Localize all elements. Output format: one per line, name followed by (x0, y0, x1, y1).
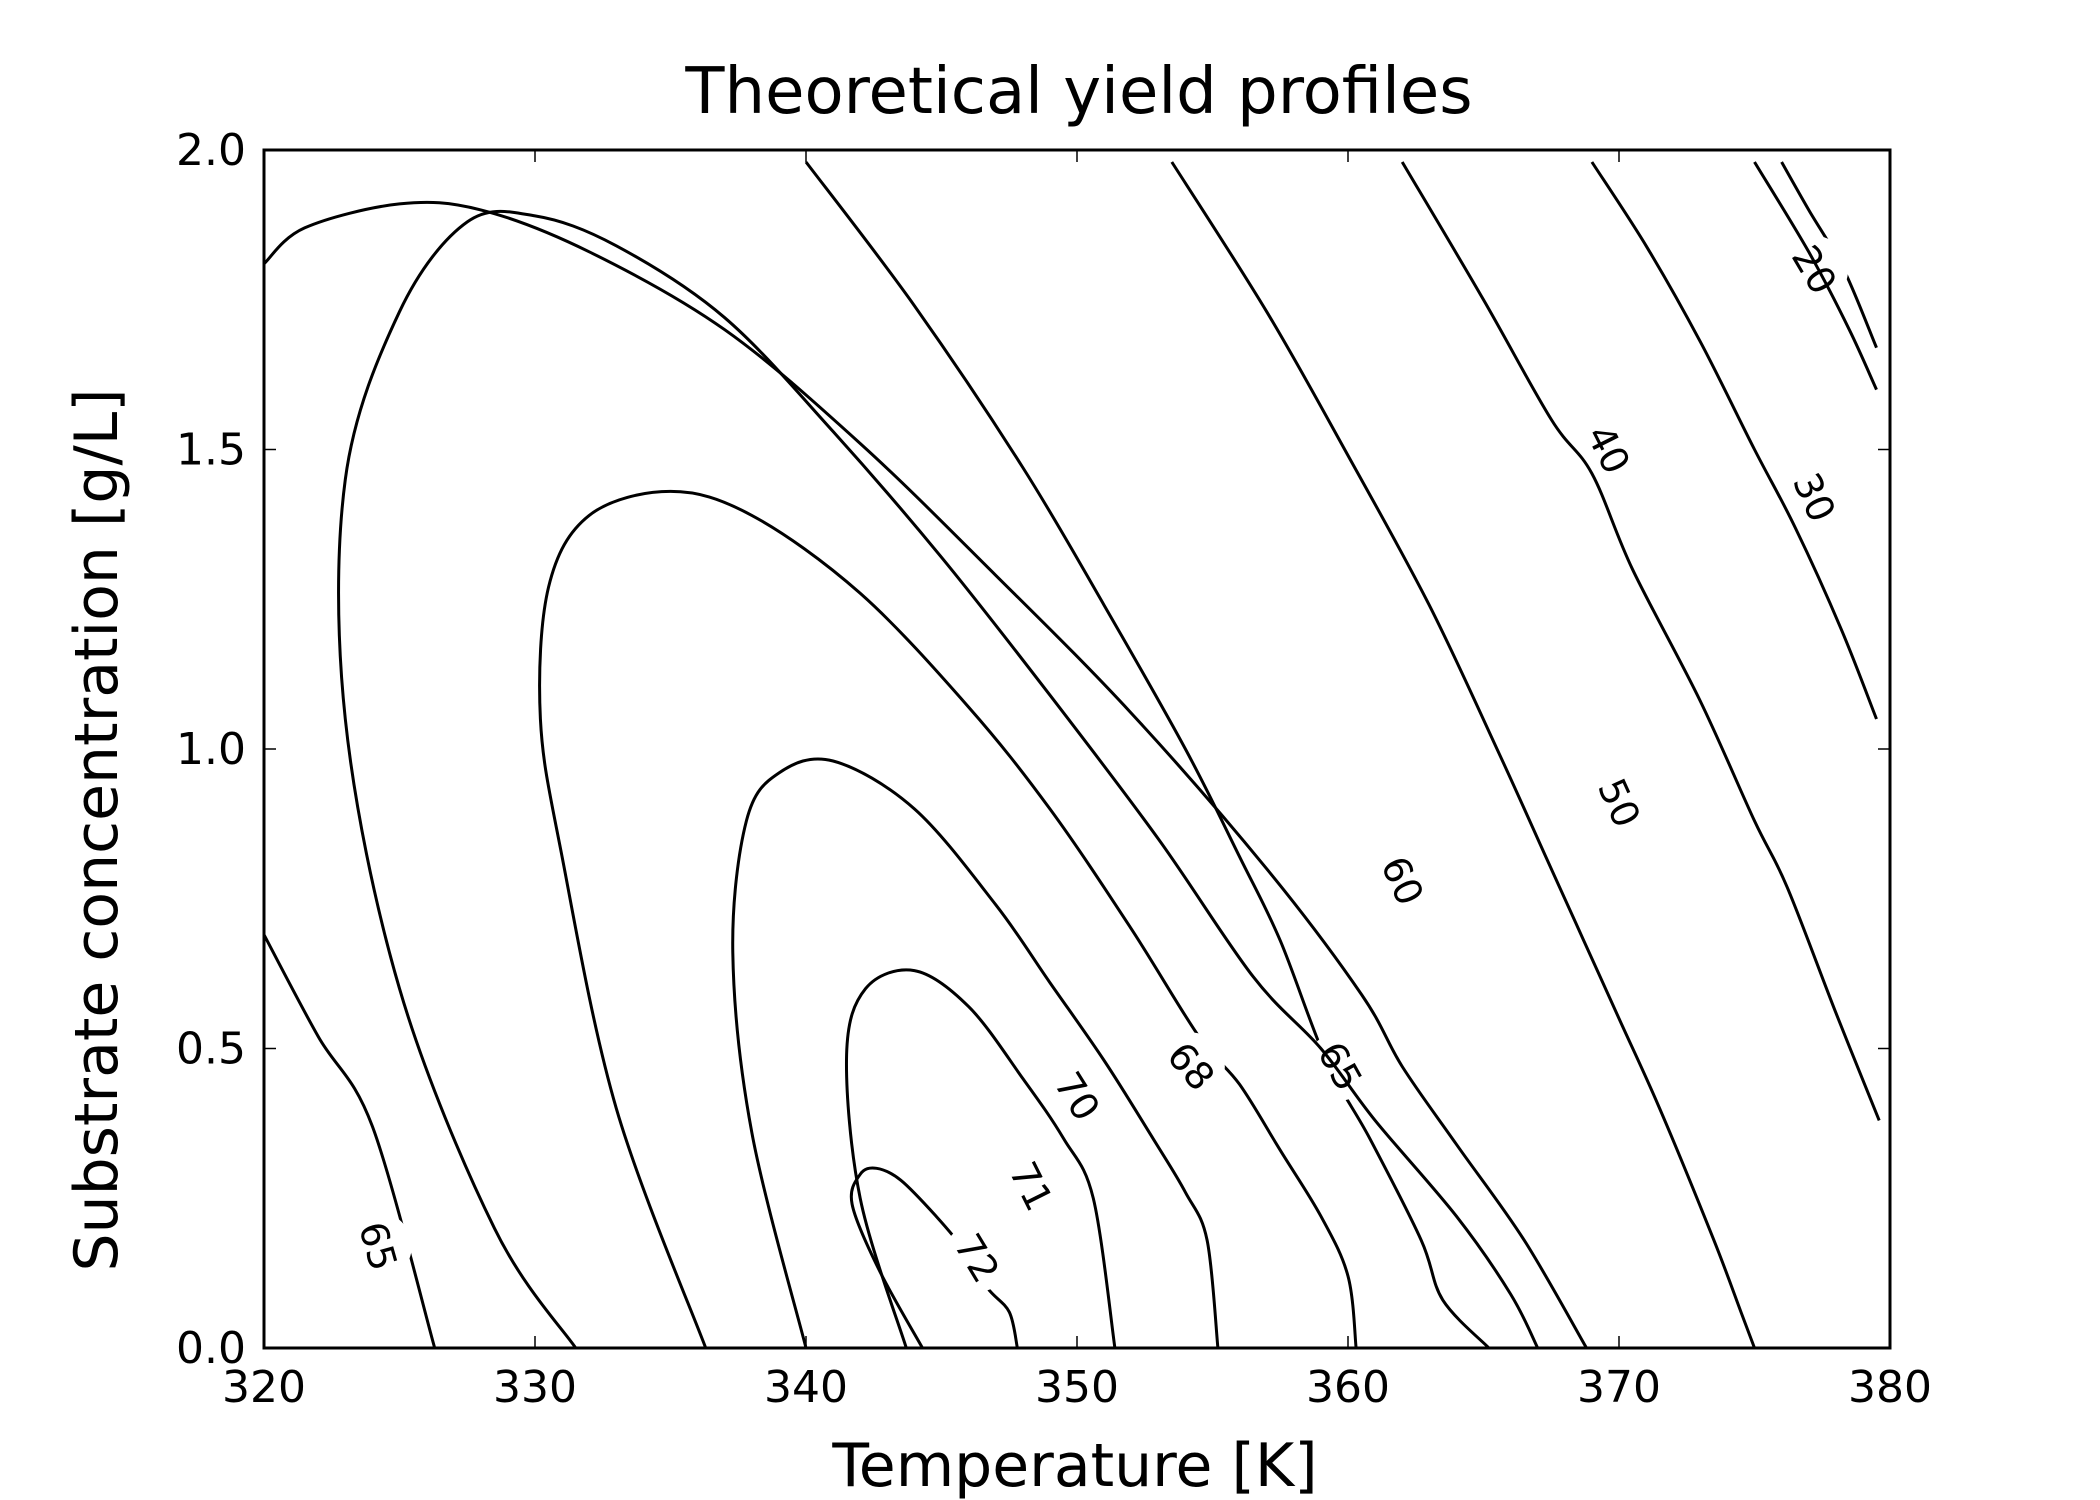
y-tick-label: 1.5 (176, 425, 246, 476)
contour-label: 68 (1158, 1034, 1223, 1099)
contour-label: 40 (1578, 418, 1639, 481)
contour-label: 60 (1372, 850, 1432, 912)
x-tick-label: 340 (764, 1362, 848, 1413)
contour-line (849, 1166, 1019, 1349)
contour-line (1753, 161, 1878, 391)
y-tick-label: 1.0 (176, 724, 246, 775)
contour-line (844, 968, 1117, 1349)
chart-title: Theoretical yield profiles (684, 55, 1472, 129)
contour-line (1170, 161, 1756, 1349)
contour-line (1400, 161, 1881, 1121)
contour-label: 20 (1783, 238, 1845, 302)
contour-line (262, 200, 1588, 1349)
y-tick-label: 0.0 (176, 1323, 246, 1374)
y-tick-label: 0.5 (176, 1024, 246, 1075)
x-tick-label: 370 (1577, 1362, 1661, 1413)
y-tick-label: 2.0 (176, 125, 246, 176)
x-tick-label: 350 (1035, 1362, 1119, 1413)
contour-line (538, 489, 1358, 1349)
axis-ticks: 320 330 340 350 360 370 380 0.0 0.5 1.0 1.5 2.0 (176, 125, 1932, 1413)
contour-line (337, 209, 1540, 1349)
contour-line (1590, 161, 1878, 720)
contour-line (1780, 161, 1878, 349)
y-axis-label: Substrate concentration [g/L] (62, 388, 132, 1271)
contour-line (262, 933, 437, 1349)
x-tick-label: 380 (1848, 1362, 1932, 1413)
x-tick-label: 320 (222, 1362, 306, 1413)
plot-frame (262, 148, 1892, 1350)
x-tick-label: 330 (493, 1362, 577, 1413)
contour-label: 71 (1000, 1155, 1061, 1218)
contour-label: 30 (1784, 466, 1844, 528)
contour-line (731, 757, 1220, 1349)
contour-label: 50 (1589, 772, 1649, 834)
contour-label: 70 (1045, 1064, 1108, 1128)
contour-label: 65 (350, 1217, 405, 1275)
x-tick-label: 360 (1306, 1362, 1390, 1413)
x-axis-label: Temperature [K] (831, 1431, 1317, 1500)
contour-lines (262, 161, 1881, 1350)
contour-line (804, 161, 1490, 1350)
